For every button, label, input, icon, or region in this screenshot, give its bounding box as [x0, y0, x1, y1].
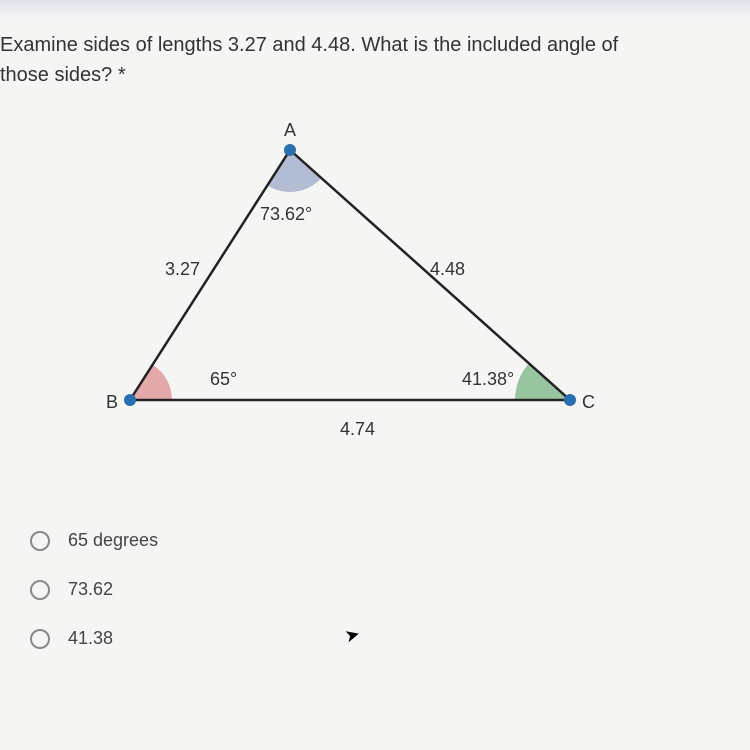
vertex-c-label: C: [582, 392, 595, 412]
side-ab-label: 3.27: [165, 259, 200, 279]
angle-b-label: 65°: [210, 369, 237, 389]
vertex-a: [284, 144, 296, 156]
question-line1: Examine sides of lengths 3.27 and 4.48. …: [0, 34, 618, 56]
angle-B-fill: [130, 365, 172, 400]
angle-C-fill: [515, 363, 570, 400]
option-2[interactable]: 73.62: [30, 579, 750, 600]
option-3[interactable]: 41.38: [30, 628, 750, 649]
option-2-label: 73.62: [68, 579, 113, 600]
triangle-diagram: A B C 3.27 4.48 4.74 73.62° 65° 41.38°: [0, 110, 750, 510]
triangle-svg: A B C 3.27 4.48 4.74 73.62° 65° 41.38°: [0, 110, 750, 510]
option-3-label: 41.38: [68, 628, 113, 649]
vertex-b-label: B: [106, 392, 118, 412]
angle-c-label: 41.38°: [462, 369, 514, 389]
radio-icon: [30, 629, 50, 649]
vertex-a-label: A: [284, 120, 296, 140]
side-ac-label: 4.48: [430, 259, 465, 279]
option-1-label: 65 degrees: [68, 530, 158, 551]
question-text: Examine sides of lengths 3.27 and 4.48. …: [0, 30, 750, 90]
side-ab: [130, 150, 290, 400]
vertex-c: [564, 394, 576, 406]
radio-icon: [30, 531, 50, 551]
answer-options: 65 degrees 73.62 41.38: [0, 510, 750, 649]
angle-a-label: 73.62°: [260, 204, 312, 224]
question-line2: those sides? *: [0, 64, 126, 86]
screen-glare: [0, 0, 750, 18]
side-bc-label: 4.74: [340, 419, 375, 439]
option-1[interactable]: 65 degrees: [30, 530, 750, 551]
vertex-b: [124, 394, 136, 406]
question-container: Examine sides of lengths 3.27 and 4.48. …: [0, 0, 750, 649]
radio-icon: [30, 580, 50, 600]
